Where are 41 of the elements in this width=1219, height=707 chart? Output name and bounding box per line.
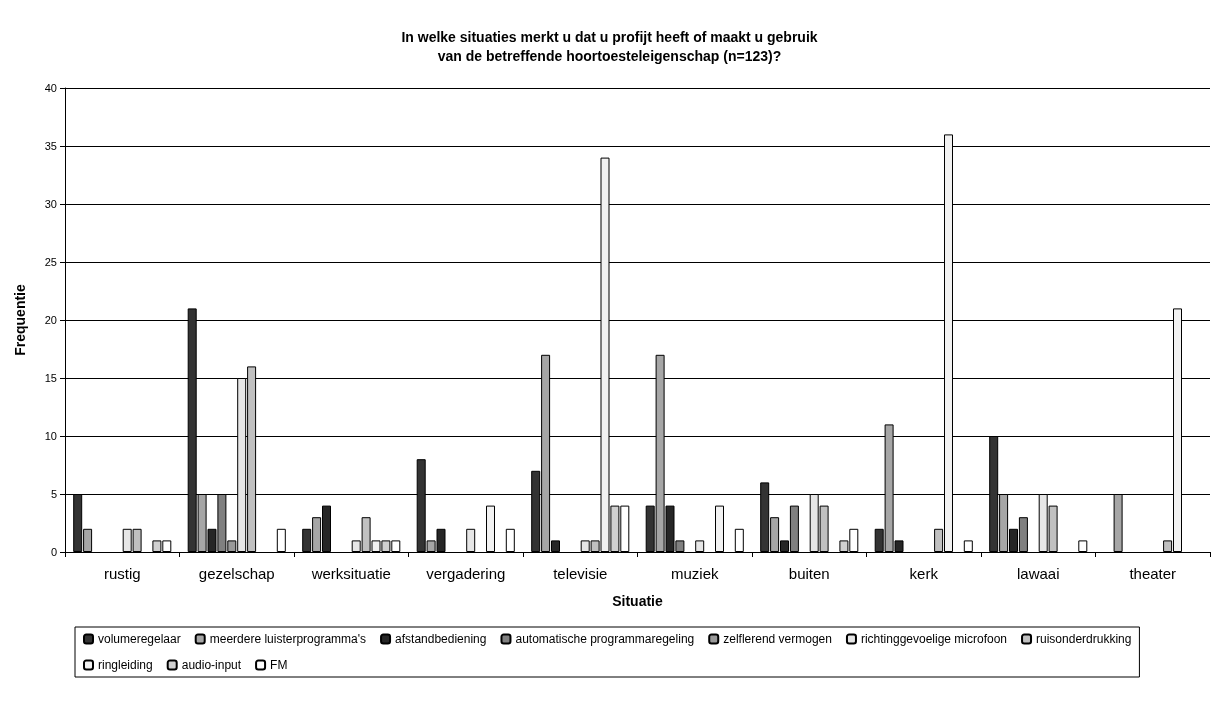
bar: [963, 540, 973, 552]
bar: [715, 505, 724, 552]
x-tick-label: buiten: [788, 565, 830, 582]
x-tick-label: rustig: [103, 565, 141, 582]
y-tick-label: 35: [44, 140, 57, 152]
legend-label: FM: [270, 658, 288, 672]
x-tick-label: werksituatie: [310, 565, 391, 582]
bar: [466, 528, 476, 552]
y-tick-label: 5: [50, 488, 57, 500]
y-tick-label: 40: [44, 82, 57, 94]
x-tick-label: vergadering: [426, 565, 506, 582]
chart-title: In welke situaties merkt u dat u profijt heeft of maakt u gebruik van de betreffende hoortoesteleigenschap (n=123)?: [401, 28, 818, 64]
legend-label: volumeregelaar: [98, 632, 181, 646]
x-tick-label: gezelschap: [198, 565, 275, 582]
legend-label: ruisonderdrukking: [1036, 632, 1132, 646]
y-tick-label: 15: [44, 372, 57, 384]
legend-label: ringleiding: [98, 658, 153, 672]
x-tick-label: televisie: [553, 565, 608, 582]
bar: [1078, 540, 1088, 552]
legend-label: automatische programmaregeling: [515, 632, 695, 646]
bar: [276, 528, 286, 552]
y-tick-label: 0: [50, 546, 57, 558]
y-axis-title: Frequentie: [12, 284, 28, 356]
bar: [505, 528, 515, 552]
y-tick-label: 20: [44, 314, 57, 326]
bar: [486, 505, 495, 552]
legend-label: richtinggevoelige microfoon: [860, 632, 1008, 646]
bar: [695, 540, 705, 552]
x-tick-label: kerk: [909, 565, 939, 582]
x-tick-label: muziek: [670, 565, 719, 582]
x-tick-label: lawaai: [1016, 565, 1060, 582]
y-tick-label: 30: [44, 198, 57, 210]
y-tick-label: 10: [44, 430, 57, 442]
x-axis-title: Situatie: [612, 593, 663, 609]
legend-label: meerdere luisterprogramma's: [209, 632, 367, 646]
bar: [734, 528, 744, 552]
y-tick-label: 25: [44, 256, 57, 268]
x-tick-label: theater: [1129, 565, 1177, 582]
legend-label: zelflerend vermogen: [723, 632, 832, 646]
legend-label: audio-input: [181, 658, 242, 672]
legend-label: afstandbediening: [395, 632, 487, 646]
